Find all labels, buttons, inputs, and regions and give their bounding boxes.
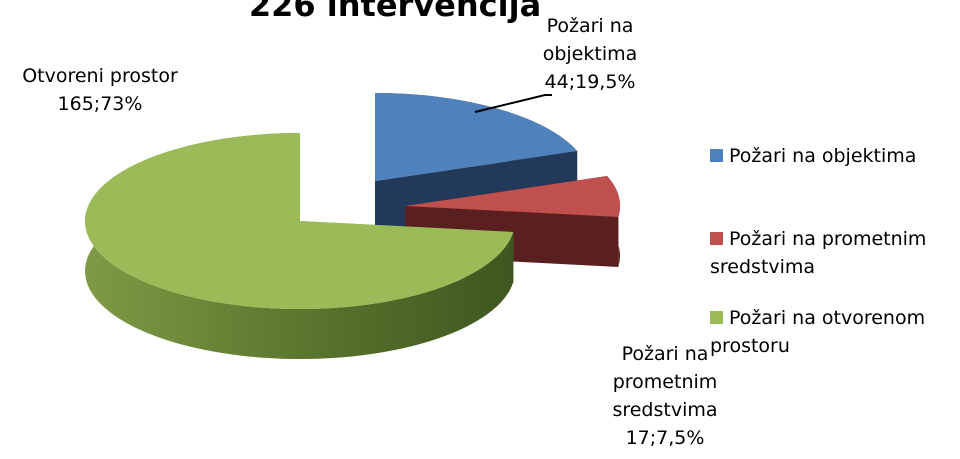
data-label-value: 44;19,5% — [544, 71, 636, 93]
data-label: Požari na objektima 44;19,5% — [520, 12, 660, 96]
data-label-name: Požari na objektima — [542, 15, 638, 65]
data-label-name: Otvoreni prostor — [22, 65, 178, 87]
chart-title: 226 intervencija — [248, 0, 542, 24]
data-label-value: 17;7,5% — [625, 427, 705, 449]
legend-label: Požari na objektima — [729, 145, 917, 167]
legend-label: Požari na prometnim sredstvima — [710, 228, 927, 278]
slice — [375, 93, 578, 181]
legend-swatch — [710, 149, 723, 162]
legend-swatch — [710, 311, 723, 324]
legend-swatch — [710, 232, 723, 245]
data-label-value: 165;73% — [57, 93, 143, 115]
slice — [85, 133, 514, 310]
slice — [405, 176, 620, 217]
legend-item: Požari na otvorenom prostoru — [710, 304, 950, 360]
data-label-name: Požari na prometnim sredstvima — [612, 343, 718, 421]
data-label: Otvoreni prostor 165;73% — [0, 62, 200, 118]
legend-item: Požari na prometnim sredstvima — [710, 225, 950, 281]
leader-line — [474, 94, 552, 113]
data-label: Požari na prometnim sredstvima 17;7,5% — [595, 340, 735, 452]
legend-label: Požari na otvorenom prostoru — [710, 307, 926, 357]
legend-item: Požari na objektima — [710, 142, 950, 170]
